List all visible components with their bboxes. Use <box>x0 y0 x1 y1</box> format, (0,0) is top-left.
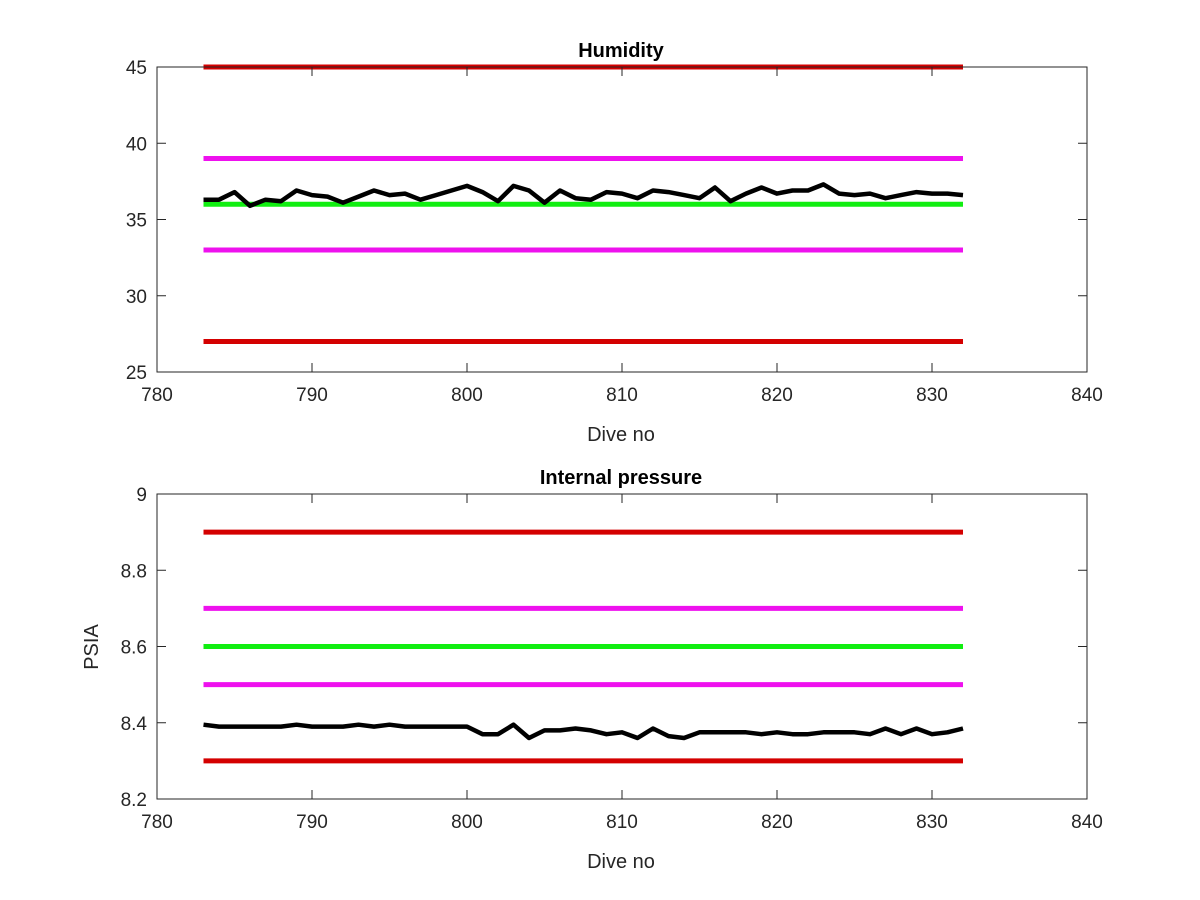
y-tick-label: 9 <box>136 485 147 506</box>
x-tick-label: 780 <box>141 385 173 406</box>
humidity-chart: Humidity 780 790 800 810 820 830 840 25 30 35 40 45… <box>126 40 1103 446</box>
x-tick-label: 840 <box>1071 385 1103 406</box>
chart-title: Internal pressure <box>540 467 702 489</box>
x-tick-label: 820 <box>761 812 793 833</box>
tick-layer: 780 790 800 810 820 830 840 8.2 8.4 8.6 8.8 9 <box>121 485 1103 833</box>
x-tick-label: 820 <box>761 385 793 406</box>
x-tick-label: 790 <box>296 385 328 406</box>
x-tick-label: 810 <box>606 385 638 406</box>
x-axis-label: Dive no <box>587 424 655 446</box>
x-axis-label: Dive no <box>587 851 655 873</box>
x-tick-label: 800 <box>451 812 483 833</box>
y-tick-label: 25 <box>126 363 147 384</box>
x-tick-label: 810 <box>606 812 638 833</box>
internal-pressure-chart: Internal pressure 780 790 800 810 820 830 840 8… <box>81 467 1103 873</box>
y-tick-label: 8.6 <box>121 638 147 659</box>
series-line-0 <box>203 182 964 209</box>
x-tick-label: 780 <box>141 812 173 833</box>
tick-layer: 780 790 800 810 820 830 840 25 30 35 40 45 <box>126 58 1103 406</box>
series-line-0 <box>203 722 964 741</box>
x-tick-label: 800 <box>451 385 483 406</box>
x-tick-label: 840 <box>1071 812 1103 833</box>
y-tick-label: 8.8 <box>121 561 147 582</box>
y-tick-label: 30 <box>126 287 147 308</box>
y-tick-label: 8.2 <box>121 790 147 811</box>
y-tick-label: 35 <box>126 211 147 232</box>
x-tick-label: 790 <box>296 812 328 833</box>
x-tick-label: 830 <box>916 812 948 833</box>
y-tick-label: 45 <box>126 58 147 79</box>
y-tick-label: 8.4 <box>121 714 148 735</box>
series-layer <box>203 529 964 764</box>
y-axis-label: PSIA <box>81 624 103 670</box>
chart-title: Humidity <box>578 40 664 62</box>
y-tick-label: 40 <box>126 134 147 155</box>
x-tick-label: 830 <box>916 385 948 406</box>
